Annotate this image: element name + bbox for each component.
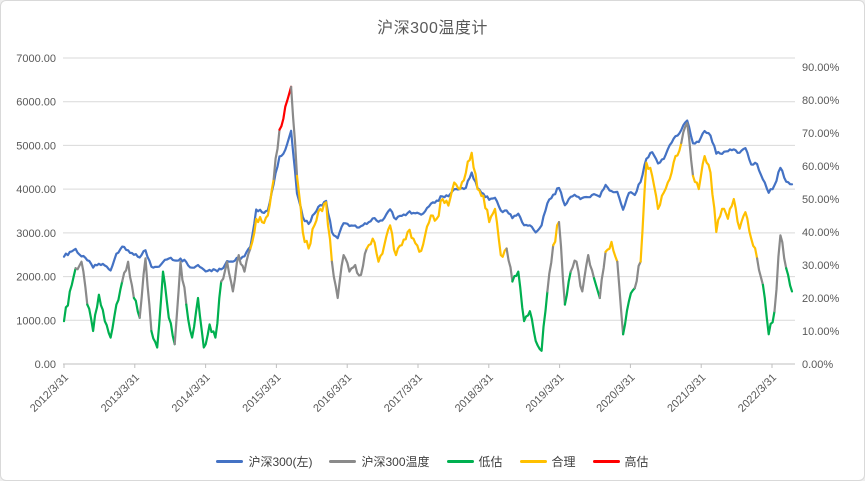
- x-axis-labels: 2012/3/31 2013/3/31 2014/3/31 2015/3/31 2016…: [28, 372, 779, 415]
- svg-text:40.00%: 40.00%: [802, 227, 840, 239]
- svg-text:90.00%: 90.00%: [802, 62, 840, 74]
- x-axis-ticks: [63, 364, 773, 368]
- legend-label-overvalued: 高估: [624, 455, 649, 469]
- svg-text:0.00%: 0.00%: [802, 359, 833, 371]
- svg-text:10.00%: 10.00%: [802, 326, 840, 338]
- svg-text:80.00%: 80.00%: [802, 95, 840, 107]
- gridlines: [63, 57, 795, 365]
- legend-item-fair: 合理: [519, 453, 576, 470]
- svg-text:3000.00: 3000.00: [16, 228, 56, 240]
- svg-text:2018/3/31: 2018/3/31: [453, 372, 496, 415]
- legend-label-fair: 合理: [551, 455, 576, 469]
- legend-swatch-overvalued: [592, 459, 620, 464]
- svg-text:2016/3/31: 2016/3/31: [311, 372, 354, 415]
- chart-legend: 沪深300(左) 沪深300温度 低估 合理 高估: [1, 453, 864, 470]
- svg-text:1000.00: 1000.00: [16, 315, 56, 327]
- legend-swatch-temperature: [329, 459, 357, 464]
- legend-item-undervalued: 低估: [446, 453, 503, 470]
- svg-text:5000.00: 5000.00: [16, 140, 56, 152]
- y-axis-right-labels: 0.00% 10.00% 20.00% 30.00% 40.00% 50.00% 60.00…: [802, 62, 840, 371]
- svg-text:2012/3/31: 2012/3/31: [28, 372, 71, 415]
- svg-text:2015/3/31: 2015/3/31: [240, 372, 283, 415]
- svg-text:7000.00: 7000.00: [16, 53, 56, 65]
- svg-text:30.00%: 30.00%: [802, 260, 840, 272]
- legend-label-temperature: 沪深300温度: [361, 455, 430, 469]
- svg-text:2020/3/31: 2020/3/31: [594, 372, 637, 415]
- legend-item-temperature: 沪深300温度: [329, 453, 430, 470]
- svg-text:70.00%: 70.00%: [802, 128, 840, 140]
- legend-swatch-fair: [519, 459, 547, 464]
- svg-text:60.00%: 60.00%: [802, 161, 840, 173]
- legend-label-csi300: 沪深300(左): [248, 455, 313, 469]
- svg-text:2017/3/31: 2017/3/31: [382, 372, 425, 415]
- chart-title: 沪深300温度计: [377, 20, 488, 37]
- svg-text:2019/3/31: 2019/3/31: [524, 372, 567, 415]
- svg-text:2013/3/31: 2013/3/31: [99, 372, 142, 415]
- svg-text:4000.00: 4000.00: [16, 184, 56, 196]
- svg-text:0.00: 0.00: [35, 359, 56, 371]
- svg-text:50.00%: 50.00%: [802, 194, 840, 206]
- svg-text:20.00%: 20.00%: [802, 293, 840, 305]
- legend-item-csi300: 沪深300(左): [216, 453, 312, 470]
- legend-swatch-undervalued: [446, 459, 474, 464]
- svg-text:2000.00: 2000.00: [16, 272, 56, 284]
- svg-text:6000.00: 6000.00: [16, 97, 56, 109]
- legend-swatch-csi300: [216, 459, 244, 464]
- legend-label-undervalued: 低估: [478, 455, 503, 469]
- y-axis-left-labels: 0.00 1000.00 2000.00 3000.00 4000.00 5000.00 6…: [16, 53, 56, 371]
- svg-text:2014/3/31: 2014/3/31: [170, 372, 213, 415]
- legend-item-overvalued: 高估: [592, 453, 649, 470]
- series-temperature: [62, 85, 794, 352]
- svg-text:2021/3/31: 2021/3/31: [665, 372, 708, 415]
- series-csi300-line: [62, 119, 794, 273]
- svg-text:2022/3/31: 2022/3/31: [736, 372, 779, 415]
